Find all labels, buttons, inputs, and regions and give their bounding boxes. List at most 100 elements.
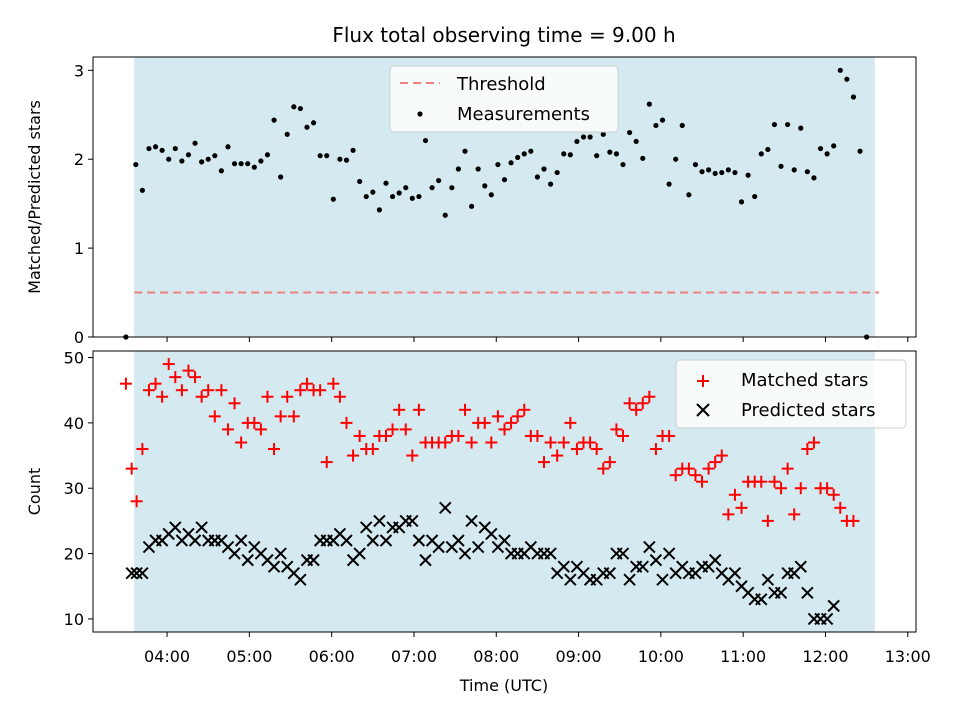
predicted-stars-point — [649, 553, 663, 567]
matched-stars-point — [130, 495, 143, 508]
matched-stars-point — [794, 482, 807, 495]
measurement-point — [284, 131, 290, 137]
matched-stars-point — [689, 469, 702, 482]
matched-stars-point — [366, 443, 379, 456]
x-tick-label: 11:00 — [720, 647, 766, 666]
measurement-point — [857, 148, 863, 154]
predicted-stars-point — [452, 534, 465, 547]
measurement-point — [462, 148, 468, 154]
measurement-point — [508, 160, 514, 166]
measurement-point — [561, 151, 567, 157]
matched-stars-point — [125, 462, 138, 475]
matched-stars-point — [498, 423, 511, 436]
predicted-stars-point — [827, 599, 840, 613]
matched-stars-point — [379, 429, 392, 442]
measurement-point — [547, 181, 554, 187]
ratio-y-tick-label: 1 — [74, 239, 84, 258]
matched-stars-point — [327, 377, 340, 390]
matched-stars-point — [603, 456, 616, 469]
matched-stars-point — [399, 423, 412, 436]
x-tick-label: 13:00 — [885, 647, 931, 666]
predicted-stars-point — [544, 547, 557, 560]
measurement-point — [258, 158, 264, 164]
measurement-point — [824, 151, 830, 157]
measurement-point — [600, 131, 606, 137]
predicted-stars-point — [761, 573, 775, 586]
measurement-point — [370, 189, 376, 195]
measurement-point — [613, 151, 620, 157]
measurement-point — [475, 166, 481, 172]
measurement-point — [383, 180, 389, 186]
measurement-point — [324, 153, 330, 159]
matched-stars-point — [669, 469, 682, 482]
measurement-point — [626, 129, 633, 136]
matched-stars-point — [728, 488, 741, 501]
measurement-point — [666, 181, 672, 187]
x-tick-label: 10:00 — [638, 647, 684, 666]
matched-stars-point — [142, 384, 155, 397]
measurement-point — [752, 193, 758, 200]
matched-stars-point — [189, 371, 202, 384]
matched-stars-point — [478, 416, 491, 429]
measurement-point — [297, 105, 303, 112]
matched-stars-point — [465, 436, 478, 449]
measurement-point — [765, 146, 771, 153]
matched-stars-point — [386, 423, 399, 436]
predicted-stars-point — [136, 566, 149, 580]
count-y-tick-label: 20 — [64, 545, 84, 564]
matched-stars-point — [649, 443, 662, 456]
matched-stars-point — [715, 449, 728, 462]
matched-stars-point — [617, 429, 630, 442]
ratio-y-tick-label: 3 — [74, 61, 84, 80]
measurement-point — [343, 157, 350, 163]
ratio-x-ticks — [166, 337, 909, 342]
predicted-stars-point — [432, 540, 445, 554]
matched-stars-point — [202, 384, 215, 397]
matched-stars-point — [821, 482, 834, 495]
predicted-stars-point — [274, 547, 287, 560]
matched-stars-point — [287, 410, 300, 423]
measurement-point — [429, 185, 435, 191]
measurement-point — [304, 124, 310, 130]
matched-stars-point — [623, 397, 636, 410]
matched-stars-point — [195, 390, 208, 403]
measurement-point — [515, 154, 521, 161]
measurement-point — [212, 153, 218, 159]
measurement-point — [534, 174, 541, 180]
matched-stars-point — [452, 429, 465, 442]
matched-stars-point — [136, 443, 149, 456]
measurement-point — [330, 196, 336, 202]
measurement-point — [133, 161, 139, 168]
matched-stars-point — [709, 456, 722, 469]
measurement-point — [179, 158, 185, 164]
count-plot-frame — [92, 350, 917, 633]
measurement-point — [692, 161, 699, 168]
ratio-y-axis-label: Matched/Predicted stars — [25, 100, 44, 294]
measurement-point — [422, 137, 429, 144]
predicted-stars-point — [125, 566, 138, 580]
measurement-point — [659, 117, 666, 123]
matched-stars-point — [281, 390, 294, 403]
measurement-point — [245, 161, 251, 167]
measurement-point — [488, 192, 494, 198]
measurement-point — [205, 156, 211, 162]
measurement-point — [455, 166, 462, 172]
predicted-stars-point — [636, 560, 649, 573]
matched-stars-point — [775, 482, 788, 495]
matched-legend-label: Matched stars — [741, 370, 868, 391]
measurement-point — [646, 101, 652, 107]
predicted-stars-point — [379, 534, 393, 547]
predicted-stars-point — [228, 547, 241, 560]
predicted-stars-point — [485, 527, 498, 541]
matched-stars-point — [755, 475, 768, 488]
matched-stars-point — [182, 364, 195, 377]
matched-stars-point — [294, 384, 307, 397]
predicted-stars-point — [267, 560, 281, 573]
measurement-point — [416, 193, 422, 200]
measurement-point — [758, 151, 764, 157]
measurement-point — [567, 152, 573, 158]
count-y-tick-label: 10 — [64, 610, 84, 629]
measurement-point — [837, 67, 843, 73]
predicted-stars-point — [794, 560, 807, 573]
measurement-point — [495, 161, 501, 168]
